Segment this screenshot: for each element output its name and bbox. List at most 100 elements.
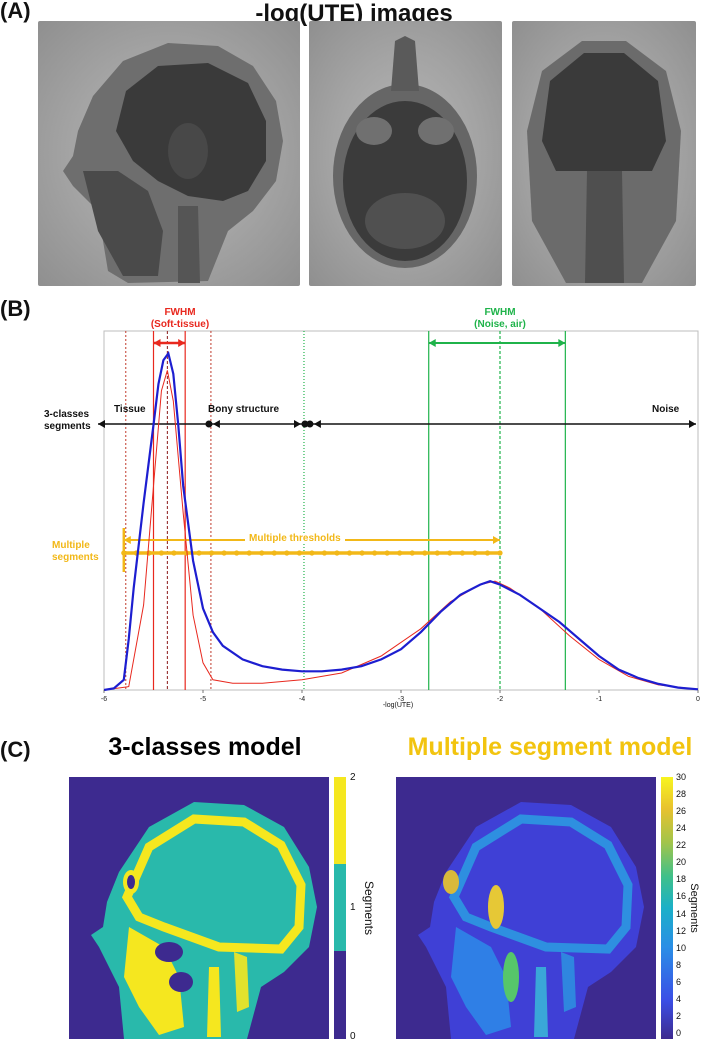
x-tick-label-3: -3 xyxy=(398,696,404,703)
multi-segment-tick-4: 4 xyxy=(676,993,682,1004)
segment-boundary-dot-2 xyxy=(306,420,314,428)
threshold-point-22 xyxy=(397,550,403,556)
fwhm-soft-arrow-head-right xyxy=(178,339,186,347)
bony-arrow-right xyxy=(293,420,301,428)
multi-segment-colorbar-label: Segments xyxy=(688,883,700,933)
three-class-colorbar-label: Segments xyxy=(362,880,376,936)
threshold-point-24 xyxy=(422,550,428,556)
fwhm-noise-sublabel: (Noise, air) xyxy=(474,319,526,330)
threshold-point-4 xyxy=(171,550,177,556)
multi-segment-tick-20: 20 xyxy=(676,857,687,868)
x-axis-label: -log(UTE) xyxy=(382,702,414,709)
segment-tissue-label: Tissue xyxy=(114,404,146,415)
histogram-curve xyxy=(103,350,699,692)
multi-segment-tick-30: 30 xyxy=(676,772,687,782)
fwhm-soft-label: FWHM xyxy=(164,307,196,318)
three-class-axis-arrow-head-left xyxy=(98,420,105,428)
threshold-point-18 xyxy=(346,550,353,556)
multi-segment-tick-28: 28 xyxy=(676,789,687,800)
multi-segment-tick-16: 16 xyxy=(676,891,687,902)
fwhm-noise-arrow-head-left xyxy=(428,339,436,347)
threshold-point-6 xyxy=(196,550,202,556)
segment-bony-label: Bony structure xyxy=(208,404,280,415)
threshold-point-17 xyxy=(334,550,340,556)
threshold-point-12 xyxy=(271,550,277,556)
threshold-point-0 xyxy=(121,550,127,556)
multi-threshold-arrow-head-right xyxy=(493,536,500,544)
multi-segment-tick-6: 6 xyxy=(676,976,682,987)
three-class-colorbar xyxy=(334,777,346,1039)
threshold-point-28 xyxy=(472,550,478,556)
threshold-point-16 xyxy=(321,550,328,556)
histogram-svg: -6 -5 -4 -3 -2 -1 0 xyxy=(98,330,700,703)
threshold-point-11 xyxy=(259,550,265,556)
bony-arrow-left xyxy=(212,420,220,428)
threshold-point-8 xyxy=(221,550,227,556)
threshold-point-5 xyxy=(183,550,190,556)
threshold-point-2 xyxy=(146,550,152,556)
histogram-chart: -6 -5 -4 -3 -2 -1 0 FWHM (Soft-tissue) FWHM (N… xyxy=(0,300,708,720)
multiple-thresholds-label: Multiple thresholds xyxy=(245,533,345,544)
three-class-tick-1: 1 xyxy=(350,902,356,913)
noise-arrow-left xyxy=(313,420,321,428)
mri-axial-image xyxy=(309,21,502,286)
fwhm-soft-arrow-head-left xyxy=(153,339,161,347)
segment-noise-label: Noise xyxy=(652,404,680,415)
multi-segment-tick-8: 8 xyxy=(676,959,682,970)
threshold-point-13 xyxy=(284,550,290,556)
three-class-tick-2: 2 xyxy=(350,772,356,783)
multi-segment-tick-26: 26 xyxy=(676,806,687,817)
multi-segment-colorbar-ticks: 30 28 26 24 22 20 18 16 14 12 10 8 6 4 2 0 xyxy=(676,772,706,1039)
row1-label-a: 3-classes xyxy=(44,409,90,420)
multi-segment-tick-10: 10 xyxy=(676,942,687,953)
fwhm-noise-label: FWHM xyxy=(484,307,516,318)
x-tick-label-6: 0 xyxy=(696,696,700,703)
multi-segment-tick-24: 24 xyxy=(676,823,687,834)
threshold-point-15 xyxy=(309,550,315,556)
three-class-axis-arrow-head-right xyxy=(689,420,696,428)
panel-a-letter: (A) xyxy=(0,0,31,23)
threshold-point-3 xyxy=(158,550,165,556)
panel-b-letter: (B) xyxy=(0,296,31,321)
threshold-point-14 xyxy=(296,550,302,556)
threshold-point-26 xyxy=(447,550,453,556)
fwhm-soft-sublabel: (Soft-tissue) xyxy=(150,319,210,330)
segment-boundary-dot-0 xyxy=(205,420,213,428)
threshold-point-27 xyxy=(459,550,465,556)
plot-frame xyxy=(103,330,699,691)
segment-boundary-dot-1 xyxy=(301,420,309,428)
fit-curve xyxy=(103,370,699,691)
three-class-title: 3-classes model xyxy=(108,733,302,761)
row2-label-b: segments xyxy=(52,552,99,563)
row2-label-a: Multiple xyxy=(52,540,90,551)
multi-segment-tick-2: 2 xyxy=(676,1010,682,1021)
threshold-point-25 xyxy=(434,550,440,556)
multi-segment-tick-22: 22 xyxy=(676,840,687,851)
three-class-tick-0: 0 xyxy=(350,1031,356,1042)
threshold-point-9 xyxy=(234,550,240,556)
threshold-point-29 xyxy=(484,550,491,556)
fwhm-noise-arrow-head-right xyxy=(558,339,566,347)
multi-segment-tick-18: 18 xyxy=(676,874,687,885)
x-tick-label-1: -5 xyxy=(200,696,206,703)
multi-segment-tick-12: 12 xyxy=(676,925,687,936)
threshold-point-10 xyxy=(246,550,252,556)
threshold-point-19 xyxy=(359,550,365,556)
threshold-point-21 xyxy=(384,550,390,556)
threshold-point-7 xyxy=(208,550,215,556)
multi-segment-map xyxy=(396,777,656,1039)
x-tick-label-2: -4 xyxy=(299,696,305,703)
multi-threshold-arrow-head-left xyxy=(123,536,131,544)
multi-segment-tick-0: 0 xyxy=(676,1028,682,1038)
mri-sagittal-image xyxy=(38,21,300,286)
multi-segment-tick-14: 14 xyxy=(676,908,687,919)
threshold-point-30 xyxy=(497,550,503,556)
multi-segment-colorbar xyxy=(661,777,673,1039)
mri-coronal-image xyxy=(512,21,696,286)
threshold-point-20 xyxy=(372,550,378,556)
three-class-map xyxy=(69,777,329,1039)
x-tick-label-0: -6 xyxy=(101,696,107,703)
threshold-point-23 xyxy=(409,550,415,556)
panel-c-letter: (C) xyxy=(0,737,31,762)
multi-segment-title: Multiple segment model xyxy=(407,733,693,761)
